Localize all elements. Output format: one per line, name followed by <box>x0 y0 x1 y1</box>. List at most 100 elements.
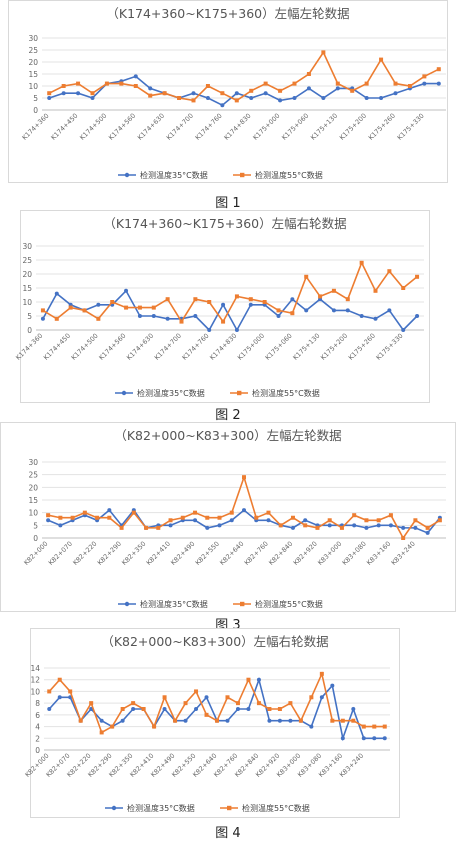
data-point <box>110 300 115 304</box>
data-point <box>290 525 295 530</box>
data-point <box>61 84 66 88</box>
chart-border <box>30 628 400 818</box>
data-point <box>267 718 272 723</box>
legend-marker <box>240 172 245 178</box>
data-point <box>319 671 324 676</box>
legend-label: 检测温度35°C数据 <box>127 803 195 813</box>
data-point <box>57 695 62 700</box>
data-point <box>373 288 378 293</box>
data-point <box>335 86 340 91</box>
data-point <box>168 518 173 523</box>
data-point <box>205 96 210 100</box>
data-point <box>107 508 112 513</box>
data-point <box>133 74 138 79</box>
data-point <box>234 98 239 103</box>
data-point <box>277 707 282 711</box>
data-point <box>340 718 345 723</box>
data-point <box>193 297 198 302</box>
data-point <box>131 701 136 706</box>
y-tick-label: 0 <box>33 106 38 115</box>
data-point <box>256 677 261 682</box>
data-point <box>78 718 83 723</box>
data-point <box>372 724 377 729</box>
data-point <box>319 695 324 700</box>
data-point <box>220 91 225 96</box>
data-point <box>266 510 271 515</box>
data-point <box>437 518 442 523</box>
data-point <box>318 294 323 299</box>
data-point <box>330 718 335 723</box>
data-point <box>361 724 366 729</box>
data-point <box>288 718 293 723</box>
data-point <box>276 314 281 318</box>
data-point <box>330 683 335 688</box>
data-point <box>379 96 384 100</box>
data-point <box>215 718 219 723</box>
data-point <box>415 274 420 279</box>
data-point <box>137 305 142 310</box>
y-tick-label: 6 <box>35 711 40 720</box>
data-point <box>361 736 366 741</box>
data-point <box>207 328 212 332</box>
legend-marker <box>227 805 232 811</box>
data-point <box>248 302 253 307</box>
chart-border <box>8 0 448 183</box>
legend-label: 检测温度55°C数据 <box>252 388 320 398</box>
data-point <box>340 736 345 741</box>
y-tick-label: 2 <box>35 734 40 743</box>
data-point <box>204 712 209 717</box>
data-point <box>359 314 364 318</box>
data-point <box>303 523 308 528</box>
data-point <box>436 67 441 72</box>
data-point <box>124 305 129 310</box>
y-tick-label: 10 <box>30 687 40 696</box>
y-tick-label: 20 <box>28 58 38 67</box>
legend-label: 检测温度35°C数据 <box>137 388 205 398</box>
data-point <box>425 525 430 530</box>
data-point <box>165 316 170 321</box>
data-point <box>217 523 222 528</box>
chart-title: （K82+000~K83+300）左幅左轮数据 <box>114 428 341 443</box>
figure-caption-2: 图 2 <box>215 408 241 423</box>
data-point <box>82 510 87 515</box>
data-point <box>148 86 153 91</box>
legend-marker <box>121 390 127 396</box>
data-point <box>248 297 253 302</box>
data-point <box>401 328 406 332</box>
data-point <box>376 518 381 523</box>
data-point <box>104 81 109 86</box>
data-point <box>234 294 239 299</box>
series-line-1 <box>42 289 418 332</box>
data-point <box>76 81 81 86</box>
data-point <box>364 81 369 86</box>
data-point <box>315 525 320 530</box>
data-point <box>345 297 350 302</box>
data-point <box>278 98 283 103</box>
y-tick-label: 5 <box>33 94 38 103</box>
data-point <box>217 515 222 520</box>
data-point <box>298 718 303 723</box>
data-point <box>70 515 75 520</box>
data-point <box>99 718 104 723</box>
data-point <box>179 319 184 324</box>
data-point <box>165 297 170 302</box>
data-point <box>304 274 309 279</box>
data-point <box>335 81 340 86</box>
y-tick-label: 4 <box>35 723 40 732</box>
data-point <box>68 305 73 310</box>
data-point <box>393 81 398 86</box>
data-point <box>54 291 59 296</box>
data-point <box>321 50 326 55</box>
data-point <box>372 736 377 741</box>
data-point <box>120 718 125 723</box>
data-point <box>183 718 188 723</box>
data-point <box>304 308 309 313</box>
data-point <box>407 84 412 88</box>
y-tick-label: 30 <box>28 458 38 467</box>
chart-panel-3: （K82+000~K83+300）左幅左轮数据 0 5 10 15 20 25 30 K82+0… <box>0 422 456 618</box>
data-point <box>194 689 199 694</box>
data-point <box>276 308 281 313</box>
data-point <box>61 91 66 96</box>
data-point <box>96 302 101 307</box>
data-point <box>95 515 100 520</box>
